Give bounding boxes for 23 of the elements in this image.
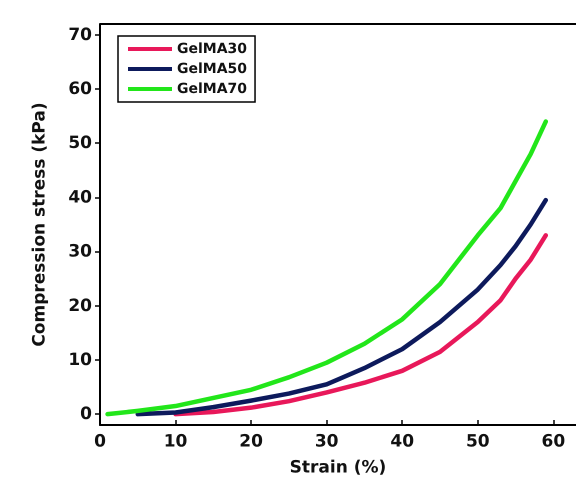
x-tick-label: 30 xyxy=(314,432,339,452)
y-axis-title: Compression stress (kPa) xyxy=(30,102,50,347)
x-tick-label: 20 xyxy=(239,432,264,452)
y-tick-label: 0 xyxy=(80,404,92,424)
y-tick-label: 10 xyxy=(68,350,92,370)
x-axis-title: Strain (%) xyxy=(290,458,386,478)
x-tick-label: 10 xyxy=(164,432,188,452)
y-tick-label: 40 xyxy=(68,187,92,208)
x-tick-label: 40 xyxy=(390,432,414,452)
legend-label: GelMA50 xyxy=(177,61,248,77)
y-tick-label: 70 xyxy=(68,24,92,45)
line-series xyxy=(173,233,548,416)
line-series xyxy=(105,119,548,416)
x-tick-label: 0 xyxy=(94,432,106,452)
line-series xyxy=(136,198,548,416)
x-tick-label: 50 xyxy=(466,432,490,452)
y-tick-label: 20 xyxy=(68,296,92,316)
y-tick-label: 60 xyxy=(68,79,92,100)
y-tick-label: 50 xyxy=(68,133,92,154)
legend-label: GelMA30 xyxy=(177,41,248,57)
y-tick-label: 30 xyxy=(68,242,92,262)
x-tick-label: 60 xyxy=(541,432,566,452)
legend-label: GelMA70 xyxy=(177,81,248,97)
